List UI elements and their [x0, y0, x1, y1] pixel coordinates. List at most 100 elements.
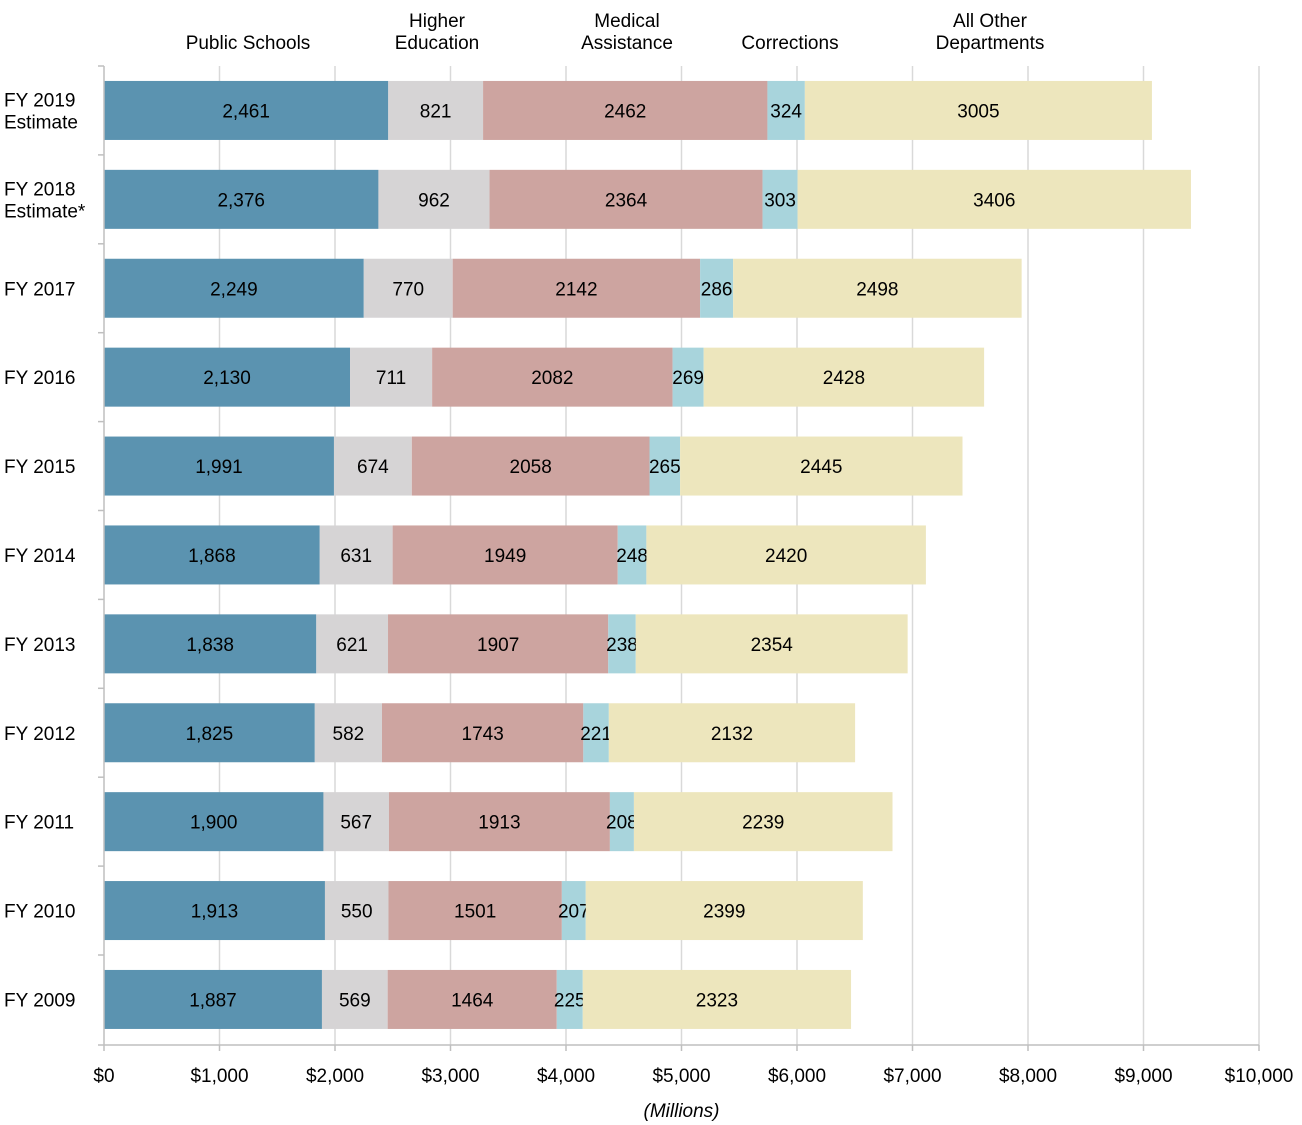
data-label: 2142: [555, 279, 597, 300]
bar-segment: [804, 80, 1152, 140]
bar-segment: [432, 347, 673, 407]
bar-segment: [672, 347, 704, 407]
bar-segment: [104, 525, 320, 585]
bar-segment: [411, 436, 650, 496]
bar-segment: [608, 703, 856, 763]
bar-segment: [452, 258, 701, 318]
data-label: 1,900: [190, 813, 238, 834]
data-label: 2354: [751, 635, 794, 656]
data-label: 1743: [462, 724, 504, 745]
bar-segment: [583, 703, 609, 763]
data-label: 1913: [478, 813, 520, 834]
bar-segment: [324, 881, 389, 941]
data-label: 567: [340, 813, 372, 834]
bar-segment: [319, 525, 393, 585]
data-label: 674: [357, 457, 389, 478]
bar-segment: [700, 258, 734, 318]
data-label: 265: [649, 457, 681, 478]
data-label: 1,887: [189, 990, 237, 1011]
bar-segment: [388, 80, 484, 140]
bar-segment: [104, 80, 389, 140]
category-label: FY 2017: [4, 279, 75, 300]
data-label: 1907: [477, 635, 519, 656]
bar-segment: [635, 614, 908, 674]
data-label: 324: [770, 101, 802, 122]
category-label: FY 2016: [4, 368, 75, 389]
x-tick-label: $3,000: [421, 1066, 479, 1087]
bar-segment: [316, 614, 389, 674]
data-label: 711: [376, 368, 406, 389]
data-label: 821: [420, 101, 452, 122]
data-label: 582: [333, 724, 365, 745]
data-label: 3406: [973, 190, 1015, 211]
bar-segment: [608, 614, 636, 674]
data-label: 208: [606, 813, 638, 834]
bar-segment: [382, 703, 584, 763]
data-label: 1,838: [186, 635, 234, 656]
bar-segment: [617, 525, 647, 585]
bar-segment: [104, 881, 325, 941]
bar-segment: [104, 792, 324, 852]
data-label: 962: [418, 190, 450, 211]
category-label: FY 2014: [4, 546, 76, 567]
x-tick-label: $0: [93, 1066, 114, 1087]
legend: Public Schools Higher Education Medical Assi…: [186, 11, 1045, 54]
data-label: 2462: [604, 101, 646, 122]
category-label: FY 2011: [4, 813, 74, 834]
bar-segment: [104, 347, 351, 407]
bar-segment: [582, 969, 852, 1029]
legend-entry: All Other Departments: [936, 11, 1045, 54]
data-label: 2,249: [210, 279, 258, 300]
data-label: 2399: [703, 902, 745, 923]
bar-segment: [104, 258, 364, 318]
bar-segment: [489, 169, 763, 229]
data-label: 569: [339, 990, 371, 1011]
data-label: 2132: [711, 724, 753, 745]
data-label: 238: [606, 635, 638, 656]
axes: FY 2019 Estimate FY 2018 Estimate* FY 2017 FY…: [4, 65, 1293, 1122]
bar-segment: [104, 614, 317, 674]
bar-segment: [388, 614, 609, 674]
bar-segment: [733, 258, 1022, 318]
data-label: 631: [340, 546, 372, 567]
legend-entry: Public Schools: [186, 33, 311, 54]
category-label: FY 2009: [4, 990, 75, 1011]
bar-segment: [585, 881, 863, 941]
data-label: 2,461: [222, 101, 270, 122]
bar-segment: [561, 881, 586, 941]
x-tick-label: $7,000: [883, 1066, 941, 1087]
data-label: 2428: [823, 368, 865, 389]
x-tick-label: $5,000: [652, 1066, 710, 1087]
bar-segment: [378, 169, 490, 229]
x-tick-label: $8,000: [999, 1066, 1057, 1087]
x-axis-title: (Millions): [644, 1101, 720, 1122]
category-label: FY 2013: [4, 635, 75, 656]
bar-segment: [104, 169, 379, 229]
bar-segment: [333, 436, 412, 496]
bar-segment: [104, 969, 322, 1029]
category-label: FY 2019 Estimate: [4, 90, 78, 133]
bar-segment: [762, 169, 798, 229]
bar-segment: [797, 169, 1191, 229]
data-label: 550: [341, 902, 373, 923]
category-label: FY 2010: [4, 902, 75, 923]
legend-entry: Higher Education: [395, 11, 480, 54]
data-label: 2323: [696, 990, 738, 1011]
data-label: 2058: [510, 457, 552, 478]
data-label: 1,913: [191, 902, 239, 923]
bar-segment: [483, 80, 768, 140]
data-label: 770: [392, 279, 424, 300]
data-label: 225: [554, 990, 586, 1011]
data-label: 1464: [451, 990, 494, 1011]
bar-segment: [556, 969, 583, 1029]
bars: 2,461 821 2462 324 3005 2,376 962 2364 303 3406 2,…: [104, 80, 1191, 1029]
data-label: 303: [764, 190, 796, 211]
x-tick-label: $2,000: [306, 1066, 364, 1087]
data-label: 1,825: [186, 724, 234, 745]
x-tick-label: $6,000: [768, 1066, 826, 1087]
data-label: 2445: [800, 457, 842, 478]
bar-segment: [646, 525, 926, 585]
data-label: 2420: [765, 546, 807, 567]
data-label: 286: [701, 279, 733, 300]
